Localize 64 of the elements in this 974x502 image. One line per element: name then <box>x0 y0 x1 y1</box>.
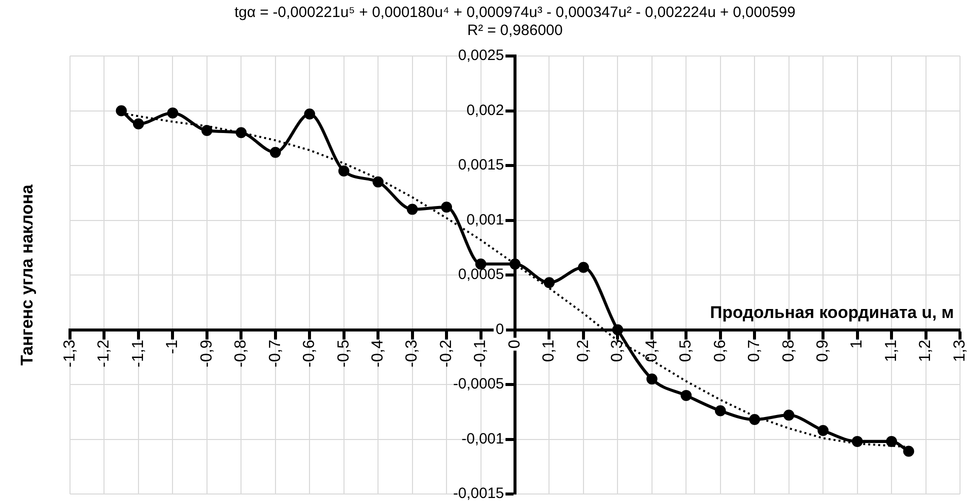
point <box>116 105 127 116</box>
x-tick-label: -0,9 <box>198 340 216 368</box>
x-tick-label: -0,3 <box>404 340 421 368</box>
chart-title: tgα = -0,000221u⁵ + 0,000180u⁴ + 0,000974u³ - 0,000347u² - 0,002224u + 0,000599 <box>234 4 796 22</box>
x-axis-title: Продольная координата u, м <box>710 302 954 322</box>
x-tick-label: 0,7 <box>746 340 764 362</box>
point <box>338 165 350 176</box>
x-tick-label: -0,8 <box>232 340 250 368</box>
x-tick-label: 0,3 <box>609 340 626 362</box>
point <box>646 374 658 385</box>
x-tick-label: -1,1 <box>130 340 147 368</box>
y-tick-label: 0,002 <box>466 102 504 119</box>
point <box>714 405 726 416</box>
y-tick-label: 0,0025 <box>458 47 504 64</box>
point <box>903 446 914 457</box>
point <box>749 414 760 426</box>
point <box>132 118 144 130</box>
point <box>372 176 384 188</box>
x-tick-label: -0,5 <box>335 340 352 368</box>
x-tick-label: 0,5 <box>678 340 695 362</box>
x-tick-label: -1,3 <box>61 340 78 368</box>
x-tick-label: -0,1 <box>472 340 490 368</box>
chart-subtitle: R² = 0,986000 <box>467 22 563 40</box>
point <box>578 262 589 273</box>
point <box>612 324 624 336</box>
point <box>441 202 452 213</box>
point <box>852 436 863 447</box>
point <box>886 436 898 447</box>
point <box>167 107 178 118</box>
point <box>270 146 281 158</box>
y-tick-label: 0,001 <box>466 211 504 228</box>
point <box>680 390 692 401</box>
y-tick-label: 0,0015 <box>458 156 504 174</box>
point <box>783 410 794 421</box>
x-tick-label: -1,2 <box>96 340 113 368</box>
y-tick-label: 0,0005 <box>458 266 504 284</box>
x-tick-label: -0,4 <box>369 340 386 368</box>
x-tick-label: 0,6 <box>712 340 729 362</box>
y-tick-label: -0,0005 <box>453 376 504 393</box>
x-tick-label: 0,2 <box>574 340 592 362</box>
x-tick-label: 1,3 <box>951 340 968 362</box>
x-tick-label: 1,1 <box>882 340 900 362</box>
x-tick-label: 0 <box>506 340 524 349</box>
x-tick-label: 0,8 <box>780 340 798 362</box>
point <box>201 124 212 136</box>
x-tick-label: -0,2 <box>438 340 455 368</box>
y-tick-label: 0 <box>496 320 504 338</box>
x-tick-label: -0,6 <box>301 340 318 368</box>
x-tick-label: -1 <box>164 340 182 354</box>
point <box>818 424 829 436</box>
point <box>510 258 520 270</box>
x-tick-label: -0,7 <box>266 340 284 368</box>
y-axis-title: Тангенс угла наклона <box>18 184 37 366</box>
y-tick-label: -0,0015 <box>453 485 504 502</box>
point <box>544 277 555 288</box>
x-tick-label: 1,2 <box>917 340 934 362</box>
x-tick-label: 0,1 <box>540 340 558 362</box>
point <box>406 204 418 215</box>
x-tick-label: 0,9 <box>814 340 832 362</box>
point <box>304 108 316 120</box>
x-tick-label: 0,4 <box>643 340 660 362</box>
x-tick-label: 1 <box>848 340 866 349</box>
y-tick-label: -0,001 <box>461 430 504 448</box>
point <box>236 127 247 138</box>
